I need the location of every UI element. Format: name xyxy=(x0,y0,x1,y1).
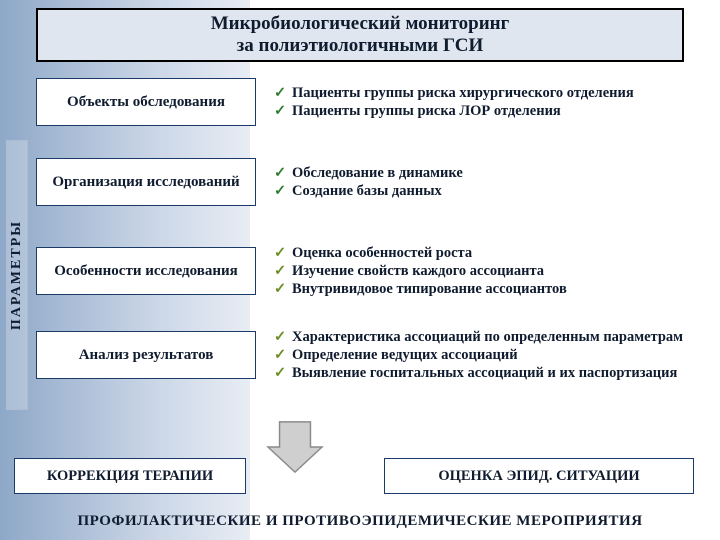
bullets-analysis: Характеристика ассоциаций по определенны… xyxy=(256,328,706,382)
bullet-item: Обследование в динамике xyxy=(274,164,706,182)
bullet-item: Оценка особенностей роста xyxy=(274,244,706,262)
title-box: Микробиологический мониторинг за полиэти… xyxy=(36,8,684,62)
label-features: Особенности исследования xyxy=(36,247,256,295)
parameters-side-text: ПАРАМЕТРЫ xyxy=(9,220,25,330)
bullets-features: Оценка особенностей роста Изучение свойс… xyxy=(256,244,706,298)
footer-text: ПРОФИЛАКТИЧЕСКИЕ И ПРОТИВОЭПИДЕМИЧЕСКИЕ … xyxy=(0,506,720,536)
bullet-item: Изучение свойств каждого ассоцианта xyxy=(274,262,706,280)
bullet-item: Внутривидовое типирование ассоциантов xyxy=(274,280,706,298)
bullet-item: Пациенты группы риска хирургического отд… xyxy=(274,84,706,102)
bullet-item: Пациенты группы риска ЛОР отделения xyxy=(274,102,706,120)
bullet-item: Создание базы данных xyxy=(274,182,706,200)
epid-situation-box: ОЦЕНКА ЭПИД. СИТУАЦИИ xyxy=(384,458,694,494)
bullets-organization: Обследование в динамике Создание базы да… xyxy=(256,164,706,200)
row-analysis: Анализ результатов Характеристика ассоци… xyxy=(36,328,706,382)
parameters-side-label: ПАРАМЕТРЫ xyxy=(6,140,28,410)
label-analysis: Анализ результатов xyxy=(36,331,256,379)
label-organization: Организация исследований xyxy=(36,158,256,206)
label-objects: Объекты обследования xyxy=(36,78,256,126)
row-organization: Организация исследований Обследование в … xyxy=(36,158,706,206)
row-objects: Объекты обследования Пациенты группы рис… xyxy=(36,78,706,126)
title-line-2: за полиэтиологичными ГСИ xyxy=(237,35,484,56)
bullet-item: Выявление госпитальных ассоциаций и их п… xyxy=(274,364,706,382)
down-arrow-icon xyxy=(266,418,324,476)
bullets-objects: Пациенты группы риска хирургического отд… xyxy=(256,84,706,120)
therapy-correction-box: КОРРЕКЦИЯ ТЕРАПИИ xyxy=(14,458,246,494)
row-features: Особенности исследования Оценка особенно… xyxy=(36,244,706,298)
title-line-1: Микробиологический мониторинг xyxy=(211,13,510,34)
bullet-item: Характеристика ассоциаций по определенны… xyxy=(274,328,706,346)
bullet-item: Определение ведущих ассоциаций xyxy=(274,346,706,364)
